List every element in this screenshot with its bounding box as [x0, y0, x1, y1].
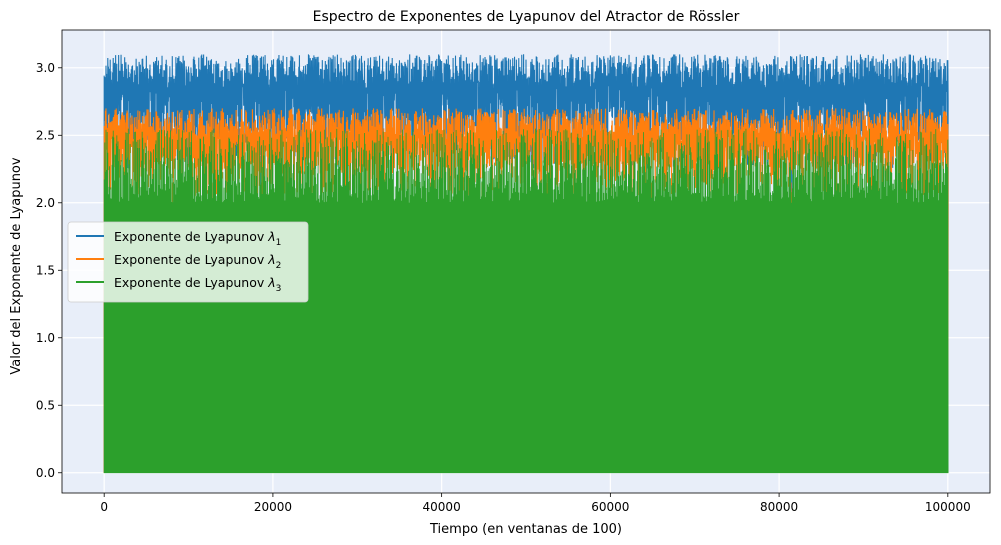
x-tick-label: 20000 — [254, 500, 292, 514]
y-axis-label: Valor del Exponente de Lyapunov — [9, 157, 24, 374]
x-tick-label: 100000 — [925, 500, 971, 514]
legend-label-2: Exponente de Lyapunov λ2 — [114, 252, 281, 271]
y-tick-label: 2.5 — [36, 128, 55, 142]
y-tick-label: 3.0 — [36, 61, 55, 75]
x-tick-label: 0 — [100, 500, 108, 514]
legend-label-3: Exponente de Lyapunov λ3 — [114, 275, 281, 294]
y-tick-label: 1.5 — [36, 263, 55, 277]
series-1-line — [103, 54, 949, 473]
x-tick-label: 40000 — [423, 500, 461, 514]
y-tick-label: 0.5 — [36, 398, 55, 412]
plot-frame — [61, 29, 991, 494]
y-tick-label: 2.0 — [36, 196, 55, 210]
chart-title: Espectro de Exponentes de Lyapunov del A… — [313, 9, 740, 25]
x-axis-label: Tiempo (en ventanas de 100) — [429, 522, 622, 537]
legend-label-1: Exponente de Lyapunov λ1 — [114, 229, 281, 248]
x-tick-label: 80000 — [760, 500, 798, 514]
y-tick-label: 1.0 — [36, 331, 55, 345]
series-2-line — [103, 108, 949, 473]
x-tick-label: 60000 — [591, 500, 629, 514]
axis-ticks: 0 20000 40000 60000 80000 100000 0.0 0.5 1.0 1.5 2… — [36, 61, 971, 514]
legend: Exponente de Lyapunov λ1 Exponente de Lya… — [67, 221, 309, 303]
y-tick-label: 0.0 — [36, 466, 55, 480]
legend-box — [67, 221, 309, 303]
